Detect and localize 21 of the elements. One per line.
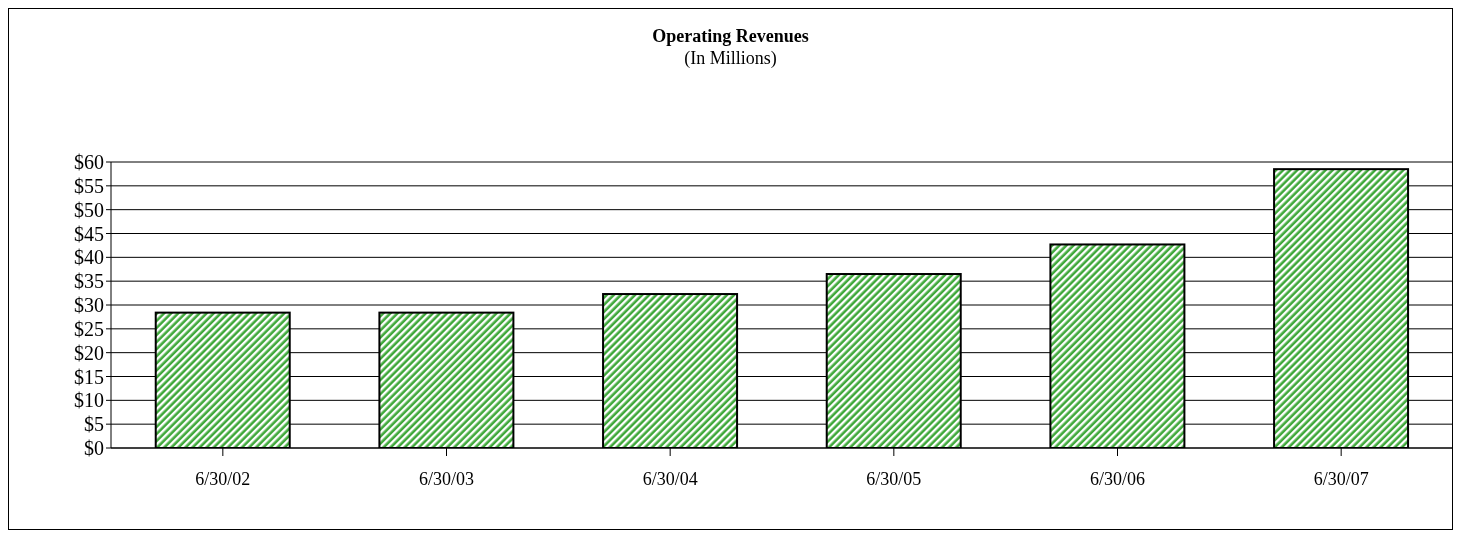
x-tick-label: 6/30/02 — [195, 468, 251, 489]
y-tick-label: $20 — [74, 341, 104, 364]
y-tick-label: $45 — [74, 222, 104, 245]
chart-subtitle: (In Millions) — [683, 47, 778, 69]
y-tick-label: $5 — [84, 413, 104, 436]
y-tick-label: $50 — [74, 198, 104, 221]
y-tick-label: $35 — [74, 270, 104, 293]
x-tick-label: 6/30/03 — [418, 468, 475, 489]
y-tick-label: $15 — [74, 365, 104, 388]
y-tick-label: $30 — [74, 294, 104, 317]
y-tick-label: $40 — [74, 246, 104, 269]
y-tick-label: $55 — [74, 174, 104, 197]
x-tick-label: 6/30/04 — [642, 468, 698, 489]
y-tick-label: $0 — [84, 437, 104, 460]
y-tick-label: $10 — [74, 389, 104, 412]
x-tick-label: 6/30/06 — [1089, 468, 1146, 489]
y-tick-label: $60 — [74, 151, 104, 174]
x-tick-label: 6/30/05 — [866, 468, 922, 489]
x-tick-label: 6/30/07 — [1313, 468, 1369, 489]
chart-title: Operating Revenues — [651, 25, 810, 47]
y-tick-label: $25 — [74, 317, 104, 340]
